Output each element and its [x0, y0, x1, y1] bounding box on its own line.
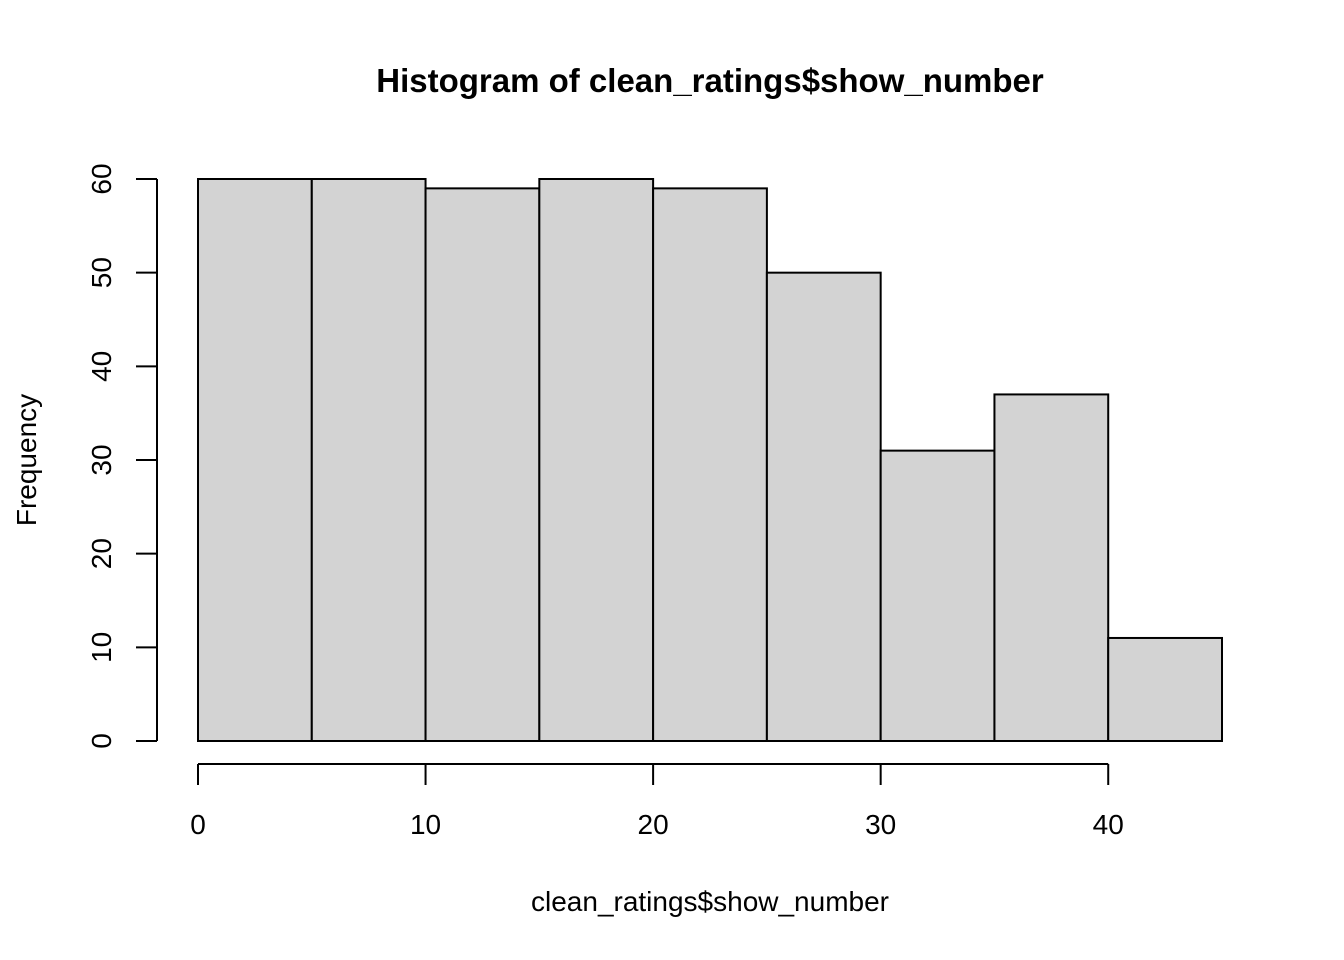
- y-tick-label-4: 40: [86, 351, 117, 382]
- histogram-bar-4: [652, 187, 768, 743]
- y-axis-label: Frequency: [11, 394, 42, 526]
- x-tick-label-3: 30: [865, 809, 896, 840]
- chart-title: Histogram of clean_ratings$show_number: [376, 62, 1044, 99]
- x-axis-label: clean_ratings$show_number: [531, 886, 889, 917]
- y-tick-label-1: 10: [86, 632, 117, 663]
- x-tick-label-0: 0: [190, 809, 206, 840]
- x-tick-label-1: 10: [410, 809, 441, 840]
- y-axis: 0 10 20 30 40 50 60: [86, 163, 158, 749]
- histogram-bar-6: [879, 449, 996, 742]
- bars-group: [197, 178, 1223, 743]
- x-tick-label-4: 40: [1093, 809, 1124, 840]
- y-tick-label-6: 60: [86, 163, 117, 194]
- histogram-bar-7: [993, 393, 1110, 742]
- x-axis: 0 10 20 30 40: [190, 763, 1124, 840]
- histogram-bar-1: [310, 178, 427, 742]
- histogram-bar-8: [1107, 636, 1223, 743]
- y-tick-label-5: 50: [86, 257, 117, 288]
- histogram-bar-2: [424, 187, 541, 743]
- y-tick-label-2: 20: [86, 538, 117, 569]
- histogram-bar-5: [765, 271, 882, 742]
- histogram-bar-3: [538, 178, 655, 742]
- histogram-bar-0: [197, 178, 313, 742]
- x-tick-label-2: 20: [638, 809, 669, 840]
- y-tick-label-0: 0: [86, 733, 117, 749]
- y-tick-label-3: 30: [86, 444, 117, 475]
